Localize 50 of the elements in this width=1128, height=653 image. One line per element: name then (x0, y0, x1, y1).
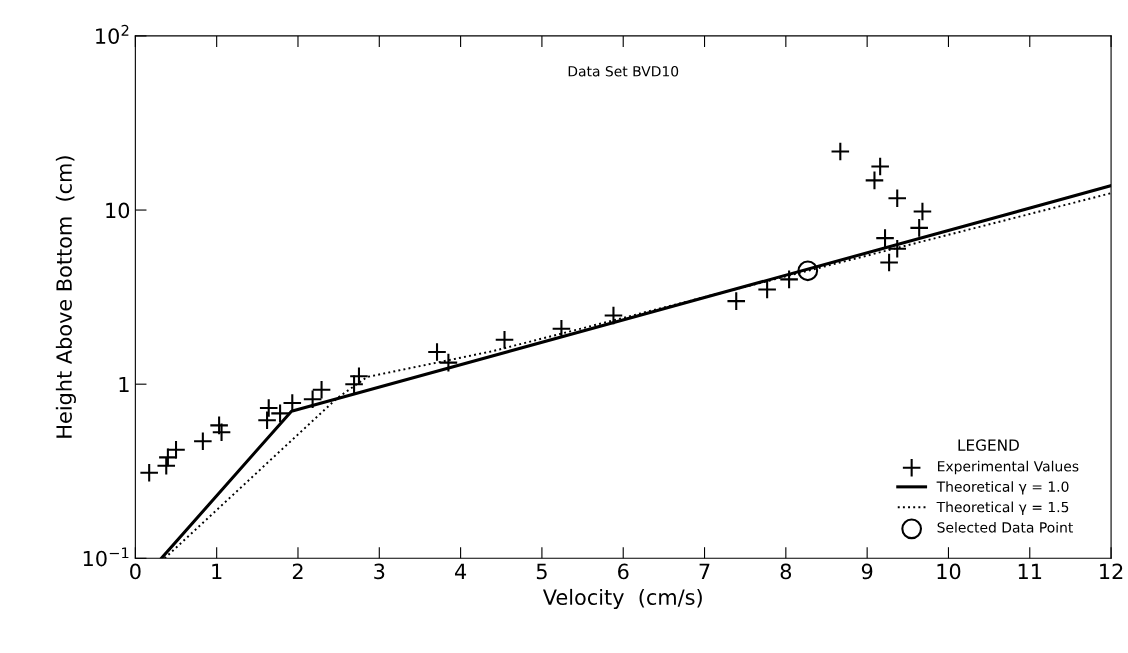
point (830, 141, 851, 162)
point (887, 238, 908, 259)
text: Data Set BVD10 (568, 66, 679, 77)
point (909, 218, 930, 238)
x-tick-label: 12 (1100, 563, 1123, 580)
x-tick-label: 7 (699, 563, 710, 580)
x-tick-label: 9 (861, 563, 873, 580)
point (603, 305, 624, 326)
point (551, 318, 572, 339)
point (438, 352, 459, 373)
x-tick-label: 0 (130, 563, 141, 580)
x-tick-label: 8 (780, 563, 792, 580)
x-tick-label: 6 (618, 563, 629, 580)
point (912, 201, 933, 222)
point (875, 228, 895, 248)
legend-label: Experimental Values (938, 460, 1079, 475)
x-tick-label: 10 (937, 563, 961, 580)
point (864, 170, 885, 191)
point (156, 455, 177, 476)
point (797, 260, 819, 282)
y-tick-label: 10$^{−1}$ (83, 547, 129, 567)
x-tick-label: 5 (536, 563, 547, 580)
y-tick-label: 10 (106, 202, 130, 219)
legend-label: Theoretical γ = 1.0 (936, 481, 1069, 495)
y-tick-label: 10$^{2}$ (96, 24, 129, 44)
legend-label: Selected Data Point (937, 521, 1073, 533)
x-tick-label: 11 (1018, 563, 1042, 580)
point (879, 252, 899, 273)
legend-title: LEGEND (958, 439, 1019, 451)
point (139, 462, 160, 483)
legend-label: Theoretical γ = 1.5 (936, 501, 1069, 515)
point (193, 431, 213, 452)
x-tick-label: 3 (374, 563, 385, 580)
x-tick-label: 4 (454, 563, 467, 580)
x-axis-title: Velocity (cm/s) (542, 588, 702, 610)
point (887, 188, 908, 208)
point (870, 156, 890, 177)
point (427, 342, 447, 362)
point (257, 410, 277, 431)
y-tick-label: 1 (119, 376, 129, 393)
point (211, 422, 232, 443)
point (757, 279, 777, 300)
point (726, 291, 747, 311)
point (209, 415, 229, 436)
x-tick-label: 1 (212, 563, 222, 580)
point (779, 269, 799, 290)
point (494, 329, 515, 350)
x-tick-label: 2 (292, 563, 303, 580)
y-axis-title: Height Above Bottom (cm) (55, 156, 76, 438)
point (258, 398, 279, 418)
